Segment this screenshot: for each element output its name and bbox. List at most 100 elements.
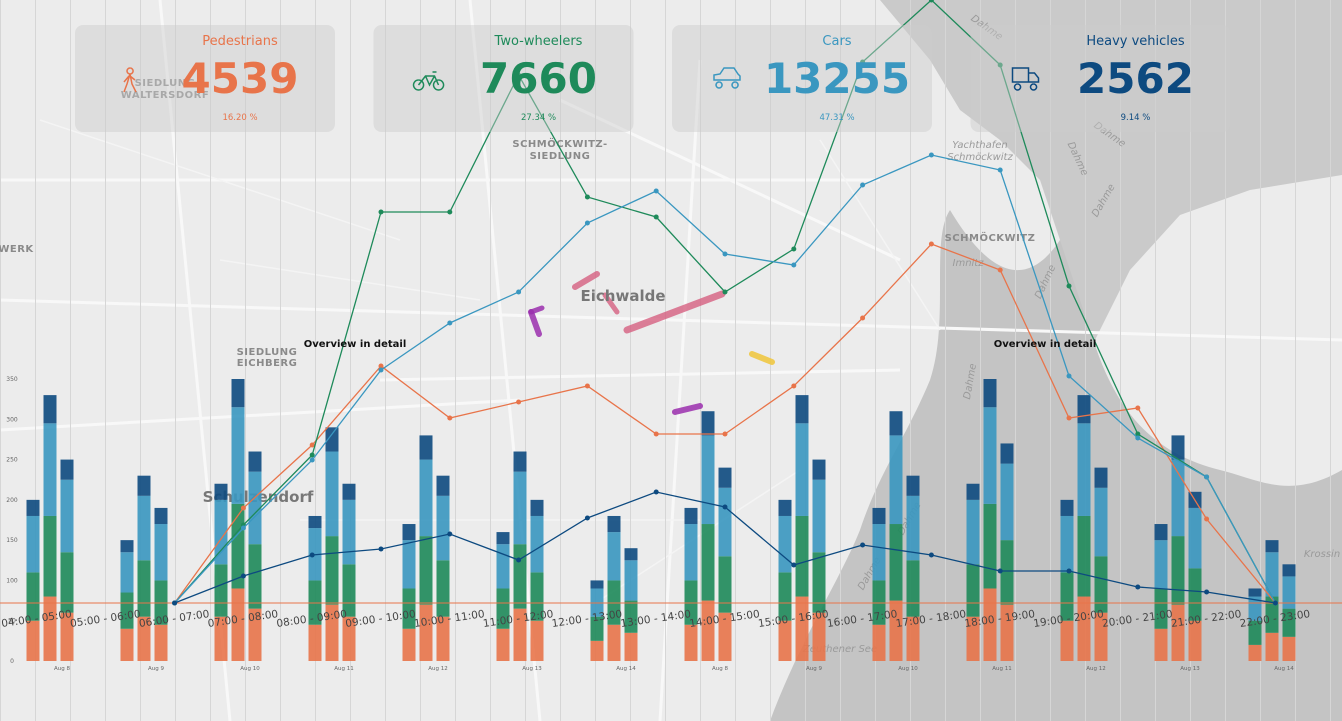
bar-segment <box>513 471 527 545</box>
y-tick-label: 200 <box>6 497 18 504</box>
line-point <box>722 431 728 437</box>
bar-segment <box>137 475 151 496</box>
kpi-card[interactable]: Pedestrians 4539 16.20 % <box>75 25 335 132</box>
x-tick-label: Aug 11 <box>334 666 354 672</box>
map-label: Eichwalde <box>581 287 666 305</box>
kpi-icon <box>123 67 137 93</box>
bar-segment <box>530 572 544 621</box>
bar-segment <box>1248 588 1262 597</box>
bar-segment <box>419 604 433 661</box>
line-point <box>653 188 659 194</box>
kpi-value: 13255 <box>764 54 910 103</box>
y-tick-label: 350 <box>6 376 18 383</box>
bar-segment <box>1248 620 1262 645</box>
x-tick-label: Aug 14 <box>616 666 636 672</box>
line-point <box>309 452 315 458</box>
bar-segment <box>419 459 433 537</box>
bar-segment <box>1000 443 1014 464</box>
line-point <box>860 315 866 321</box>
y-tick-label: 250 <box>6 457 18 464</box>
line-point <box>928 241 934 247</box>
line-point <box>1204 474 1210 480</box>
line-point <box>997 267 1003 273</box>
bar-segment <box>308 624 322 661</box>
overview-label[interactable]: Overview in detail <box>994 339 1097 350</box>
line-point <box>997 167 1003 173</box>
bar-segment <box>419 435 433 460</box>
bar-segment <box>607 624 621 661</box>
kpi-icon <box>713 67 741 89</box>
line-point <box>309 442 315 448</box>
line-point <box>1204 516 1210 522</box>
line-point <box>378 367 384 373</box>
kpi-card-background <box>970 25 1231 132</box>
line-point <box>791 262 797 268</box>
bar-segment <box>1094 467 1108 488</box>
bar-segment <box>607 515 621 533</box>
bar-segment <box>812 459 826 480</box>
bar-segment <box>1265 540 1279 553</box>
kpi-card-background <box>373 25 634 132</box>
bar-segment <box>248 471 262 545</box>
map-label: EICHBERG <box>237 358 298 369</box>
kpi-value: 7660 <box>480 54 597 103</box>
bar-segment <box>1077 515 1091 597</box>
bar-segment <box>1265 632 1279 661</box>
line-point <box>653 214 659 220</box>
bar-segment <box>795 515 809 597</box>
bar-segment <box>624 600 638 633</box>
line-point <box>928 552 934 558</box>
map-label: SCHMÖCKWITZ- <box>512 136 607 150</box>
bar-segment <box>214 616 228 661</box>
bar-segment <box>342 483 356 500</box>
map-label: SIEDLUNG <box>135 78 196 89</box>
bar-segment <box>342 616 356 661</box>
bar-segment <box>436 495 450 561</box>
x-tick-label: Aug 12 <box>1086 666 1106 672</box>
kpi-value: 2562 <box>1077 54 1194 103</box>
bar-segment <box>120 540 134 553</box>
bar-segment <box>1000 604 1014 661</box>
x-tick-label: Aug 8 <box>712 666 728 672</box>
line-point <box>1272 600 1278 606</box>
bar-segment <box>1060 572 1074 621</box>
line-point <box>1066 373 1072 379</box>
bar-segment <box>1188 507 1202 569</box>
overview-label[interactable]: Overview in detail <box>304 339 407 350</box>
bar-segment <box>701 600 715 661</box>
kpi-card[interactable]: Heavy vehicles 2562 9.14 % <box>970 25 1231 132</box>
kpi-card[interactable]: Cars 13255 47.31 % <box>672 25 932 132</box>
bar-segment <box>778 572 792 621</box>
y-tick-label: 150 <box>6 537 18 544</box>
bar-segment <box>496 532 510 545</box>
line-point <box>791 246 797 252</box>
bar-segment <box>231 588 245 661</box>
bar-segment <box>60 479 74 553</box>
line-point <box>1135 405 1141 411</box>
kpi-label: Cars <box>822 34 851 49</box>
kpi-card[interactable]: Two-wheelers 7660 27.34 % <box>373 25 634 132</box>
map-label: Zeuthener See <box>802 644 877 655</box>
line-point <box>378 546 384 552</box>
bar-segment <box>496 544 510 589</box>
bar-segment <box>1077 596 1091 661</box>
street-highlight <box>749 351 775 365</box>
line-point <box>240 525 246 531</box>
line-point <box>516 399 522 405</box>
line-point <box>1135 431 1141 437</box>
bar-segment <box>1060 499 1074 516</box>
map-label: Schmöckwitz <box>947 152 1013 163</box>
bar-segment <box>906 616 920 661</box>
bar-segment <box>1094 612 1108 661</box>
bar-segment <box>1282 636 1296 661</box>
street-highlight <box>672 403 703 415</box>
bar-segment <box>983 379 997 408</box>
bar-segment <box>436 616 450 661</box>
x-tick-label: Aug 13 <box>1180 666 1200 672</box>
bar-segment <box>701 524 715 601</box>
y-tick-label: 50 <box>8 618 16 625</box>
x-tick-label: Aug 13 <box>522 666 542 672</box>
line-point <box>860 542 866 548</box>
bar-segment <box>120 592 134 629</box>
